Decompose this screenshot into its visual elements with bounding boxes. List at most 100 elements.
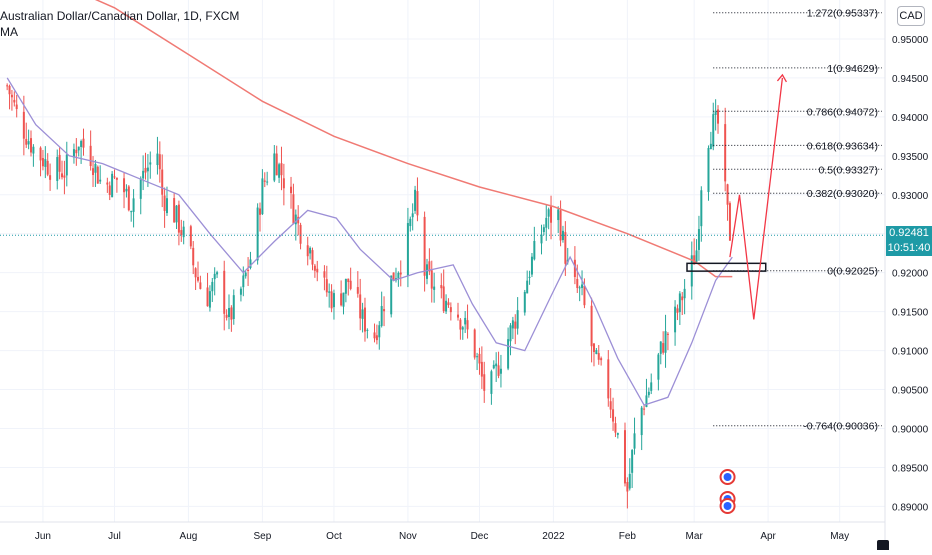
candle-body — [332, 293, 335, 308]
candle-body — [628, 473, 631, 489]
candle-body — [216, 272, 219, 275]
candle-body — [247, 269, 250, 271]
candle-body — [39, 147, 42, 161]
candle-body — [449, 307, 452, 313]
ma-slow-line — [94, 0, 733, 278]
x-tick-label: Jul — [108, 531, 121, 542]
y-tick-label: 0.94000 — [892, 113, 929, 124]
ma-fast-line — [6, 77, 733, 406]
y-tick-label: 0.89000 — [892, 502, 929, 513]
candle-body — [325, 279, 328, 293]
candle-body — [712, 114, 715, 147]
candle-body — [409, 218, 412, 227]
candle-body — [340, 293, 343, 306]
candle-body — [30, 138, 33, 153]
candle-body — [561, 230, 564, 241]
candle-body — [211, 281, 214, 292]
candle-body — [161, 169, 164, 195]
candle-body — [490, 371, 493, 394]
candle-body — [645, 395, 648, 408]
candle-body — [99, 179, 102, 182]
x-tick-label: 2022 — [542, 531, 565, 542]
candle-body — [559, 210, 562, 241]
candle-body — [514, 321, 517, 329]
candle-body — [728, 203, 731, 241]
candle-body — [497, 365, 500, 376]
candle-body — [700, 190, 703, 227]
candle-body — [275, 153, 278, 176]
fib-level-label: 0.618(0.93634) — [807, 140, 878, 152]
candle-body — [342, 292, 345, 307]
moving-averages — [6, 0, 733, 406]
y-tick-label: 0.92000 — [892, 269, 929, 280]
candle-body — [228, 307, 231, 318]
candle-body — [130, 211, 133, 213]
candle-body — [223, 270, 226, 314]
candle-body — [442, 286, 445, 312]
x-tick-label: Oct — [326, 531, 342, 542]
candle-body — [311, 250, 314, 265]
candle-body — [707, 148, 710, 193]
candle-body — [208, 291, 211, 308]
candle-body — [726, 184, 729, 205]
candle-body — [6, 85, 9, 87]
candle-body — [292, 194, 295, 224]
candle-body — [459, 319, 462, 330]
candle-body — [163, 195, 166, 211]
candle-body — [46, 160, 49, 175]
candle-body — [61, 173, 64, 178]
candle-body — [49, 175, 52, 180]
grid — [0, 0, 885, 522]
candle-body — [466, 320, 469, 330]
x-tick-label: Nov — [399, 531, 417, 542]
candle-body — [666, 333, 669, 335]
x-tick-label: Sep — [254, 531, 272, 542]
candle-body — [526, 280, 529, 294]
candle-body — [678, 293, 681, 313]
candle-body — [80, 141, 83, 147]
candle-body — [261, 178, 264, 215]
candle-body — [32, 146, 35, 154]
candle-body — [108, 185, 111, 195]
candle-body — [626, 482, 629, 492]
candle-body — [94, 163, 97, 173]
candle-body — [139, 178, 142, 199]
candle-body — [590, 305, 593, 347]
symbol-title: Australian Dollar/Canadian Dollar, 1D, F… — [0, 9, 240, 23]
candle-body — [623, 430, 626, 484]
y-tick-label: 0.89500 — [892, 463, 929, 474]
candle-body — [511, 320, 514, 329]
candle-body — [313, 265, 316, 271]
candle-body — [158, 154, 161, 170]
fib-level-label: 0.786(0.94072) — [807, 106, 878, 118]
candle-body — [530, 256, 533, 275]
x-tick-label: Apr — [760, 531, 776, 542]
candle-body — [259, 208, 262, 215]
candle-body — [375, 335, 378, 341]
y-tick-label: 0.93500 — [892, 152, 929, 163]
candle-body — [383, 309, 386, 312]
candle-body — [132, 198, 135, 212]
candle-body — [290, 186, 293, 194]
candle-body — [609, 401, 612, 410]
candle-body — [127, 186, 130, 211]
projection-arrow-head — [776, 73, 787, 83]
candle-body — [399, 272, 402, 275]
candle-body — [499, 368, 502, 374]
currency-button[interactable]: CAD — [897, 6, 925, 26]
candle-body — [433, 286, 436, 290]
candle-body — [142, 170, 145, 179]
candle-body — [363, 307, 366, 332]
candle-body — [123, 178, 126, 193]
candle-body — [25, 139, 28, 145]
chart-legend: Australian Dollar/Canadian Dollar, 1D, F… — [0, 8, 239, 40]
candle-body — [676, 308, 679, 313]
candle-body — [323, 271, 326, 278]
x-tick-label: Dec — [471, 531, 489, 542]
candle-body — [709, 143, 712, 150]
candle-body — [192, 247, 195, 266]
candle-body — [225, 314, 228, 318]
candle-body — [56, 157, 59, 181]
